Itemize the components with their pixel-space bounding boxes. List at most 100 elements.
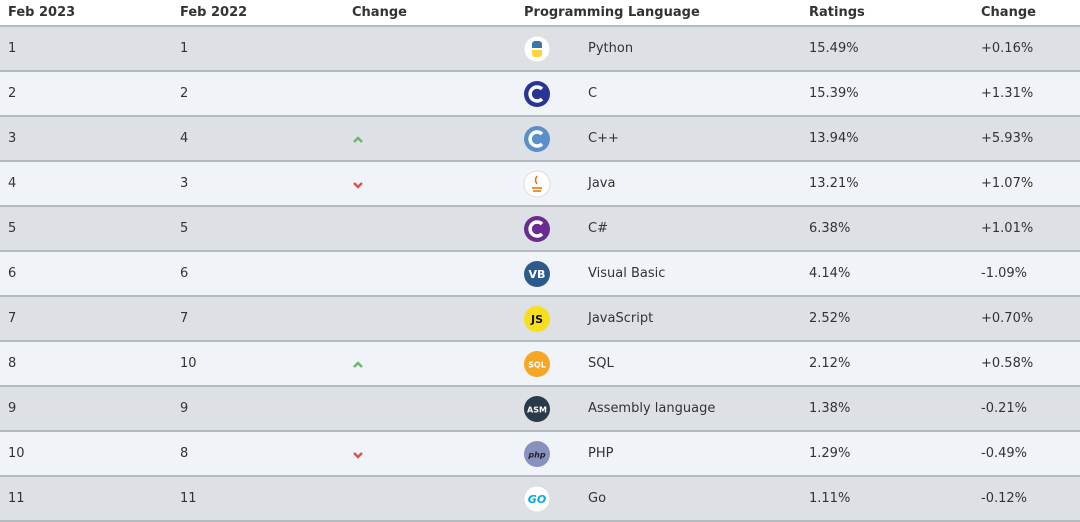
table-cell: C++: [588, 131, 619, 146]
header-cell: Change: [352, 5, 407, 20]
table-cell: +1.31%: [981, 86, 1034, 101]
table-row: 10 8 PHP 1.29% -0.49% php: [0, 432, 1080, 477]
table-cell: -0.49%: [981, 446, 1027, 461]
icon-circle: [524, 261, 550, 287]
language-icon: GO: [523, 485, 551, 513]
icon-circle: [523, 485, 551, 513]
table-row: 1 1 Python 15.49% +0.16%: [0, 27, 1080, 72]
table-cell: 3: [8, 131, 17, 146]
table-cell: 2: [180, 86, 189, 101]
arrow-line: [353, 452, 363, 459]
table-cell: 4: [180, 131, 189, 146]
language-icon: [524, 81, 550, 107]
table-row: 7 7 JavaScript 2.52% +0.70% JS: [0, 297, 1080, 342]
table-cell: 7: [8, 311, 17, 326]
table-cell: +1.07%: [981, 176, 1034, 191]
table-cell: +0.70%: [981, 311, 1034, 326]
icon-label: php: [527, 451, 545, 460]
icon-circle: [523, 35, 551, 63]
header-cell: Change: [981, 5, 1036, 20]
trend-arrow: [353, 361, 363, 368]
table-cell: 10: [180, 356, 197, 371]
trend-arrow: [353, 452, 363, 459]
table-cell: SQL: [588, 356, 614, 371]
table-cell: 7: [180, 311, 189, 326]
table-cell: Assembly language: [588, 401, 716, 416]
table-cell: 13.21%: [809, 176, 859, 191]
table-cell: 1: [8, 41, 17, 56]
table-cell: 5: [8, 221, 17, 236]
table-cell: 10: [8, 446, 25, 461]
table-cell: 4: [8, 176, 17, 191]
icon-label: SQL: [528, 361, 546, 370]
table-row: 8 10 SQL 2.12% +0.58% SQL: [0, 342, 1080, 387]
table-cell: Python: [588, 41, 634, 56]
table-cell: 6.38%: [809, 221, 851, 236]
table-cell: 11: [180, 491, 197, 506]
table-cell: Java: [588, 176, 616, 191]
icon-circle: [524, 81, 550, 107]
table-cell: 8: [8, 356, 17, 371]
table-row: 2 2 C 15.39% +1.31%: [0, 72, 1080, 117]
table-cell: 13.94%: [809, 131, 859, 146]
table-cell: -0.21%: [981, 401, 1027, 416]
icon-label: VB: [529, 268, 546, 281]
table-cell: 15.39%: [809, 86, 859, 101]
icon-shape: [532, 50, 542, 57]
table-cell: 9: [180, 401, 189, 416]
table-cell: C: [588, 86, 598, 101]
header-cell: Feb 2022: [180, 5, 248, 20]
table-row: 4 3 Java 13.21% +1.07%: [0, 162, 1080, 207]
table-cell: 4.14%: [809, 266, 851, 281]
icon-shape: [528, 85, 544, 103]
language-icon: VB: [524, 261, 550, 287]
table-cell: +0.58%: [981, 356, 1034, 371]
table-row: 6 6 Visual Basic 4.14% -1.09% VB: [0, 252, 1080, 297]
icon-circle: [524, 396, 550, 422]
table-cell: 1: [180, 41, 189, 56]
table-cell: 3: [180, 176, 189, 191]
table-cell: +0.16%: [981, 41, 1034, 56]
icon-shape: [532, 175, 542, 192]
table-cell: JavaScript: [588, 311, 654, 326]
icon-circle: [524, 126, 550, 152]
icon-shape: [532, 41, 542, 48]
table-cell: 15.49%: [809, 41, 859, 56]
icon-circle: [524, 441, 550, 467]
language-icon: SQL: [524, 351, 550, 377]
header-row: Feb 2023 Feb 2022 Change Programming Langua…: [0, 0, 1080, 27]
table-cell: 8: [180, 446, 189, 461]
language-icon: [524, 126, 550, 152]
header-cell: Feb 2023: [8, 5, 76, 20]
table-cell: -0.12%: [981, 491, 1027, 506]
table-cell: PHP: [588, 446, 614, 461]
table-cell: +1.01%: [981, 221, 1034, 236]
table-cell: 1.11%: [809, 491, 851, 506]
table-cell: Go: [588, 491, 607, 506]
table-cell: 6: [8, 266, 17, 281]
language-icon: php: [524, 441, 550, 467]
table-cell: C#: [588, 221, 608, 236]
language-icon: [524, 216, 550, 242]
table-cell: 1.29%: [809, 446, 851, 461]
icon-circle: [524, 216, 550, 242]
arrow-line: [353, 182, 363, 189]
table-cell: 1.38%: [809, 401, 851, 416]
table-cell: +5.93%: [981, 131, 1034, 146]
header-cell: Ratings: [809, 5, 865, 20]
table-cell: 9: [8, 401, 17, 416]
table-cell: -1.09%: [981, 266, 1027, 281]
arrow-line: [353, 361, 363, 368]
language-icon: [523, 170, 551, 198]
table-cell: 2: [8, 86, 17, 101]
arrow-line: [353, 136, 363, 143]
trend-arrow: [353, 136, 363, 143]
table-cell: Visual Basic: [588, 266, 666, 281]
header-cell: Programming Language: [524, 5, 700, 20]
table-cell: 2.12%: [809, 356, 851, 371]
icon-shape: [528, 130, 544, 148]
table-row: 5 5 C# 6.38% +1.01%: [0, 207, 1080, 252]
table-cell: 11: [8, 491, 25, 506]
table-cell: 5: [180, 221, 189, 236]
